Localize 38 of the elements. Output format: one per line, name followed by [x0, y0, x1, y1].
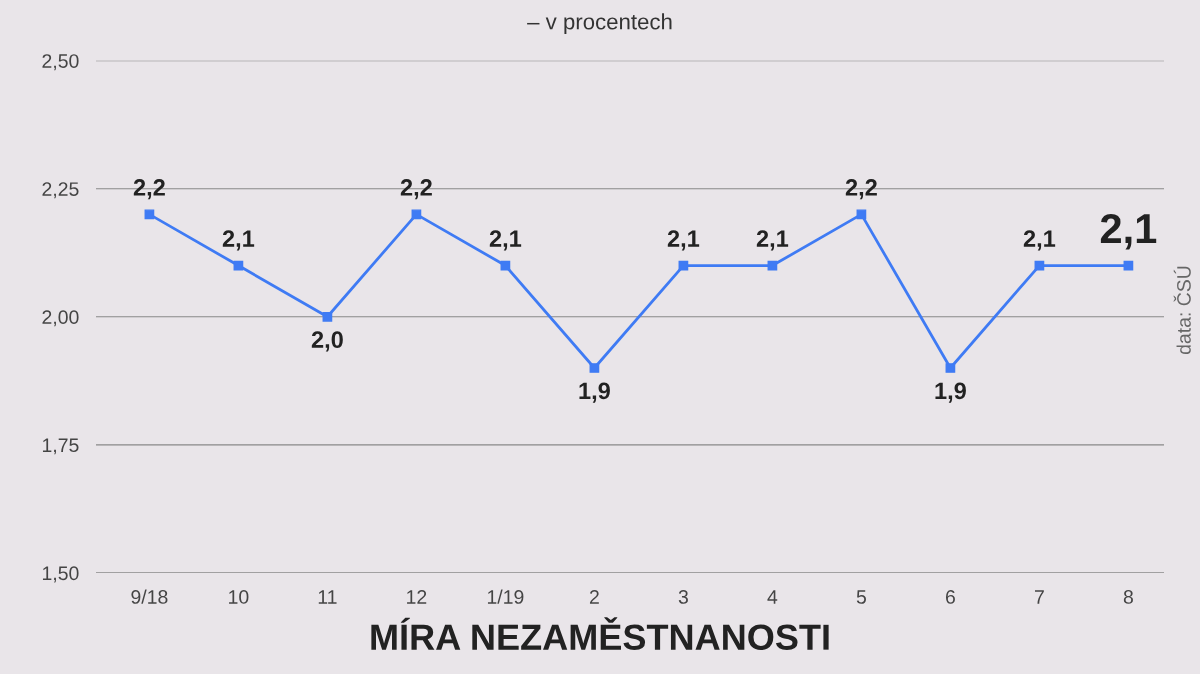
x-tick-label: 5 — [856, 590, 866, 604]
data-label: 2,1 — [667, 230, 700, 251]
y-tick-label: 1,50 — [42, 566, 79, 583]
data-label: 1,9 — [935, 382, 966, 403]
point — [589, 363, 600, 373]
data-label: 2,1 — [1023, 230, 1056, 251]
text: data: ČSÚ — [1173, 266, 1191, 355]
data-label: 1,9 — [579, 382, 610, 403]
y-tick-label: 2,00 — [42, 310, 79, 327]
data-label: 2,2 — [845, 179, 877, 200]
y-tick-label: 2,25 — [42, 182, 79, 199]
data-label: 2,1 — [756, 230, 789, 251]
data-label: 2,1 — [1100, 213, 1157, 250]
x-tick-label: 2 — [589, 590, 599, 604]
point — [945, 363, 956, 373]
chart-subtitle: – v procentech — [527, 13, 672, 34]
x-tick-label: 4 — [767, 590, 778, 604]
x-tick-label: 8 — [1123, 590, 1133, 604]
y-tick-label: 2,50 — [42, 54, 79, 71]
x-tick-label: 7 — [1034, 590, 1044, 604]
x-tick-label: 12 — [407, 590, 427, 604]
text: MÍRA NEZAMĚSTNANOSTI — [371, 617, 829, 651]
data-label: 2,2 — [133, 179, 165, 200]
x-tick-label: 11 — [318, 590, 337, 604]
point — [322, 311, 333, 322]
data-label: 2,2 — [400, 179, 432, 200]
point — [144, 209, 155, 220]
y-tick-label: 1,75 — [42, 438, 79, 455]
x-tick-label: 3 — [678, 590, 688, 604]
data-label: 2,1 — [489, 230, 522, 251]
x-tick-label: 10 — [229, 590, 249, 604]
x-tick-label: 9/18 — [131, 589, 168, 604]
point — [411, 209, 422, 220]
data-label: 2,1 — [222, 230, 255, 251]
x-tick-label: 6 — [945, 590, 955, 604]
data-label: 2,0 — [311, 331, 343, 352]
x-tick-label: 1/19 — [487, 589, 524, 604]
point — [856, 209, 867, 220]
